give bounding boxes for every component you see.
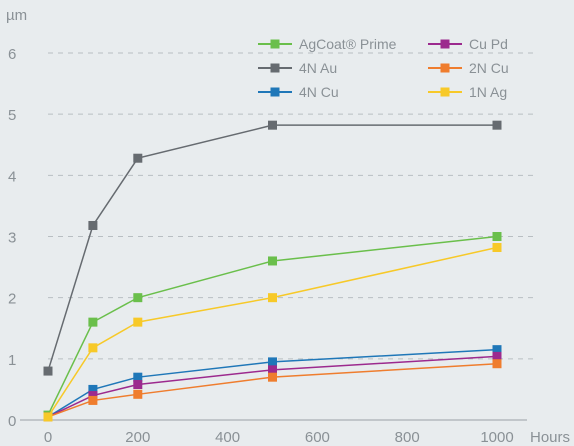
data-point <box>133 318 142 327</box>
series-layer <box>44 121 502 422</box>
data-point <box>268 293 277 302</box>
data-point <box>268 373 277 382</box>
legend-item: 2N Cu <box>428 60 509 76</box>
legend-label: 4N Cu <box>299 84 339 100</box>
data-point <box>133 390 142 399</box>
data-point <box>133 293 142 302</box>
data-point <box>133 380 142 389</box>
legend-label: 2N Cu <box>469 60 509 76</box>
y-tick-label: 1 <box>8 352 16 369</box>
x-tick-label: 1000 <box>480 429 513 446</box>
data-point <box>88 221 97 230</box>
legend-marker <box>271 64 280 73</box>
x-tick-label: 400 <box>215 429 240 446</box>
data-point <box>88 343 97 352</box>
series-5 <box>44 243 502 421</box>
legend-item: 4N Au <box>258 60 337 76</box>
data-point <box>44 412 53 421</box>
legend-marker <box>441 88 450 97</box>
y-tick-label: 0 <box>8 413 16 430</box>
data-point <box>88 396 97 405</box>
series-2 <box>44 345 502 421</box>
y-tick-label: 2 <box>8 291 16 308</box>
data-point <box>268 357 277 366</box>
x-tick-label: 600 <box>305 429 330 446</box>
legend-item: Cu Pd <box>428 36 508 52</box>
y-tick-label: 4 <box>8 168 16 185</box>
x-tick-label: 200 <box>125 429 150 446</box>
grid-layer <box>20 53 536 420</box>
data-point <box>133 154 142 163</box>
legend-marker <box>271 88 280 97</box>
legend-marker <box>441 40 450 49</box>
y-tick-label: 5 <box>8 107 16 124</box>
legend-label: 1N Ag <box>469 84 507 100</box>
y-axis-label: µm <box>6 7 27 24</box>
legend-marker <box>441 64 450 73</box>
data-point <box>493 243 502 252</box>
legend: AgCoat® Prime 4N Au 4N Cu Cu Pd 2N Cu 1N Ag <box>258 36 509 100</box>
data-point <box>493 232 502 241</box>
data-point <box>493 121 502 130</box>
x-axis-label: Hours <box>530 429 570 446</box>
legend-item: 1N Ag <box>428 84 507 100</box>
x-tick-label: 800 <box>395 429 420 446</box>
data-point <box>44 367 53 376</box>
data-point <box>88 318 97 327</box>
legend-label: AgCoat® Prime <box>299 36 397 52</box>
y-tick-label: 6 <box>8 46 16 63</box>
legend-item: AgCoat® Prime <box>258 36 397 52</box>
legend-marker <box>271 40 280 49</box>
data-point <box>268 256 277 265</box>
legend-item: 4N Cu <box>258 84 339 100</box>
legend-label: 4N Au <box>299 60 337 76</box>
x-tick-label: 0 <box>44 429 52 446</box>
y-tick-label: 3 <box>8 230 16 247</box>
data-point <box>268 121 277 130</box>
data-point <box>493 359 502 368</box>
legend-label: Cu Pd <box>469 36 508 52</box>
series-line <box>48 248 497 417</box>
